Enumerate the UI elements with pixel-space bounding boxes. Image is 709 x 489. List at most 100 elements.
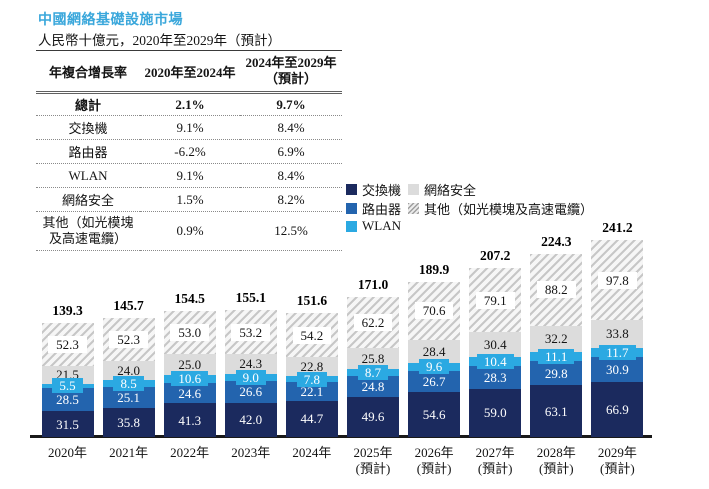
bar-segment-others: 62.2 [347, 297, 399, 349]
bar-total-label: 241.2 [602, 220, 633, 236]
bar-segment-switch: 35.8 [102, 407, 155, 437]
bar-segment-wlan: 8.5 [102, 376, 155, 392]
bar-segment-security: 25.8 [347, 348, 399, 370]
segment-value-label: 11.1 [538, 349, 575, 365]
segment-value-label: 63.1 [544, 403, 568, 419]
bar-segment-others: 70.6 [408, 281, 461, 340]
segment-value-label: 29.8 [544, 365, 568, 381]
bar-segment-switch: 59.0 [469, 388, 522, 437]
bar-segment-wlan: 10.6 [163, 371, 216, 387]
bar-segment-security: 25.0 [163, 354, 216, 375]
segment-value-label: 25.8 [361, 351, 385, 367]
table-row-wlan: WLAN 9.1% 8.4% [36, 163, 342, 188]
segment-value-label: 28.3 [483, 369, 507, 385]
segment-value-label: 25.0 [178, 356, 202, 372]
segment-value-label: 22.1 [300, 383, 324, 399]
legend-label-wlan: WLAN [362, 218, 401, 233]
segment-value-label: 42.0 [239, 412, 263, 428]
segment-value-label: 24.3 [239, 356, 263, 372]
segment-value-label: 54.6 [422, 407, 446, 423]
x-axis-tick-label: 2029年 (預計) [597, 445, 637, 476]
bar-segment-router: 28.5 [41, 388, 94, 412]
segment-value-label: 62.2 [353, 314, 393, 332]
segment-value-label: 22.8 [300, 359, 324, 375]
bar-segment-wlan: 8.7 [347, 365, 399, 381]
row-value-2: 6.9% [240, 139, 342, 164]
row-value-2: 8.4% [240, 163, 342, 188]
segment-value-label: 32.2 [544, 331, 568, 347]
legend-swatch-security-icon [408, 184, 419, 195]
row-label: 路由器 [36, 139, 140, 164]
bar-segment-security: 33.8 [591, 319, 644, 348]
bar-segment-security: 28.4 [408, 339, 461, 363]
table-row-others: 其他（如光模塊 及高速電纜） 0.9% 12.5% [36, 211, 342, 251]
x-axis-tick-label: 2021年 [109, 445, 149, 460]
segment-value-label: 8.5 [113, 376, 144, 392]
legend-item-switch: 交換機 [346, 180, 401, 199]
bar-segment-switch: 49.6 [347, 396, 399, 437]
row-label: WLAN [36, 163, 140, 188]
row-label: 其他（如光模塊 及高速電纜） [36, 211, 140, 251]
x-axis-tick-label: 2023年 [231, 445, 271, 460]
legend-label-others: 其他（如光模塊及高速電纜） [424, 202, 594, 217]
bar-segment-wlan: 5.5 [41, 378, 94, 394]
segment-value-label: 59.0 [483, 405, 507, 421]
x-axis-line [30, 435, 652, 438]
bar-total-label: 154.5 [174, 290, 205, 306]
legend-swatch-others-icon [408, 203, 419, 214]
bar-total-label: 155.1 [235, 290, 266, 306]
x-axis-tick-label: 2022年 [170, 445, 210, 460]
segment-value-label: 97.8 [598, 271, 637, 289]
bar-segment-router: 25.1 [102, 387, 155, 408]
row-value-1: 9.1% [140, 115, 240, 140]
segment-value-label: 30.9 [606, 362, 629, 378]
bar-segment-router: 26.7 [408, 370, 461, 393]
table-row-security: 網絡安全 1.5% 8.2% [36, 187, 342, 212]
bar-segment-others: 97.8 [591, 240, 644, 320]
bar-segment-wlan: 9.0 [224, 369, 277, 385]
row-value-1: 9.1% [140, 163, 240, 188]
legend-swatch-wlan-icon [346, 220, 357, 232]
bar-segment-security: 24.0 [102, 360, 155, 381]
segment-value-label: 66.9 [606, 402, 629, 418]
legend-item-router: 路由器 [346, 199, 401, 218]
bar-total-label: 151.6 [296, 293, 328, 309]
segment-value-label: 41.3 [178, 412, 202, 428]
bar-segment-router: 30.9 [591, 357, 644, 383]
table-row-router: 路由器 -6.2% 6.9% [36, 139, 342, 164]
segment-value-label: 70.6 [414, 302, 454, 320]
segment-value-label: 54.2 [292, 326, 332, 344]
segment-value-label: 9.6 [418, 359, 450, 375]
bar-segment-others: 88.2 [530, 253, 583, 326]
segment-value-label: 79.1 [475, 291, 515, 309]
cagr-table: 年複合增長率 2020年至2024年 2024年至2029年 （預計） 總計 2… [36, 50, 342, 251]
segment-value-label: 52.3 [48, 336, 87, 354]
bar-segment-others: 52.3 [41, 323, 94, 366]
segment-value-label: 28.4 [422, 343, 446, 359]
segment-value-label: 8.7 [357, 365, 389, 381]
segment-value-label: 9.0 [235, 369, 266, 385]
x-axis-tick-label: 2024年 [292, 445, 332, 460]
bar-segment-router: 24.8 [347, 376, 399, 397]
segment-value-label: 24.6 [178, 385, 202, 401]
bar-total-label: 189.9 [418, 261, 450, 277]
row-value-1: -6.2% [140, 139, 240, 164]
x-axis-tick-label: 2020年 [47, 445, 87, 460]
segment-value-label: 49.6 [361, 409, 385, 425]
x-axis-tick-label: 2026年 (預計) [414, 445, 454, 476]
cagr-table-header-row: 年複合增長率 2020年至2024年 2024年至2029年 （預計） [36, 50, 342, 94]
bar-segment-others: 79.1 [469, 267, 522, 333]
legend-item-wlan: WLAN [346, 218, 401, 234]
row-value-1: 0.9% [140, 211, 240, 251]
segment-value-label: 10.6 [171, 371, 209, 387]
row-value-2: 9.7% [240, 92, 342, 116]
segment-value-label: 5.5 [52, 378, 83, 394]
x-axis-tick-label: 2028年 (預計) [536, 445, 576, 476]
row-value-1: 1.5% [140, 187, 240, 212]
row-value-2: 12.5% [240, 211, 342, 251]
bar-segment-others: 53.2 [224, 310, 277, 354]
bar-segment-wlan: 11.1 [530, 349, 583, 365]
legend-item-security: 網絡安全 [408, 180, 476, 199]
